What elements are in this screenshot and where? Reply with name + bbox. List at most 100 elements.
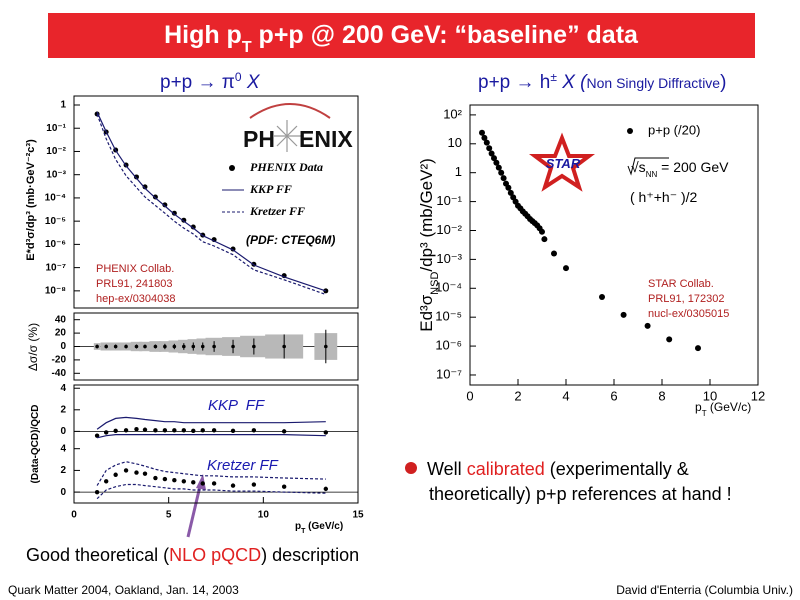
data-point [143,344,147,349]
data-point [488,150,495,157]
logo-star [529,132,595,192]
data-point [644,322,651,329]
logo-text: PH [243,126,275,152]
data-point [695,345,701,352]
curve [96,111,326,292]
data-point [191,344,196,349]
plot-frame [73,95,359,309]
y-tick-label: 2 [60,404,66,415]
bullet-text: Well calibrated (experimentally & [427,459,689,479]
data-point [191,428,196,434]
y-tick-label: 4 [60,443,66,454]
legend-symbol [627,128,633,134]
text-highlight: calibrated [467,459,545,479]
label-part: (GeV/c) [707,400,752,414]
curve [96,416,326,430]
heading-part: p+p → h [478,72,550,93]
chart-3: 0 2 4 0 5 10 15 [60,384,364,521]
bullet-text: theoretically) p+p references at hand ! [429,484,732,504]
data-point [620,311,627,318]
title-part: High p [164,21,242,49]
x-axis-label: pT (GeV/c) [295,521,343,535]
x-tick-label: 2 [514,388,521,403]
footer-right: David d'Enterria (Columbia Univ.) [616,583,793,597]
label-part: p [695,400,702,414]
data-point [541,236,548,243]
left-heading: p+p → π0 X [160,70,261,93]
data-point [479,129,485,136]
data-point [323,430,329,435]
data-point [153,344,158,349]
data-point [230,483,236,488]
data-point [134,427,139,432]
data-point [134,344,139,349]
star-logo: STAR [529,132,595,192]
y-tick-label: 10⁻⁵ [45,216,66,227]
legend-label: p+p (/20) [648,122,700,137]
x-tick-label: 10 [258,510,270,521]
heading-part: p+p → π [160,72,235,93]
chart-4: 10² 10 1 10⁻¹ 10⁻² 10⁻³ 10⁻⁴ 10⁻⁵ 10⁻⁶ 10⁻⁷ 0 2 4 6 8 1… [435,104,765,403]
reference: nucl-ex/0305015 [648,308,729,320]
heading-part: Non Singly Diffractive [587,75,721,91]
x-tick-label: 5 [166,510,172,521]
data-point [162,428,168,433]
arrow [186,481,203,538]
y-axis-label: Ed³σNSD/dp³ (mb/GeV²) [417,158,441,332]
title-bar [48,13,755,58]
y-tick-label: 10⁻⁴ [435,280,462,295]
data-point [163,344,167,349]
data-point [95,344,99,349]
x-tick-label: 0 [71,510,77,521]
data-point [230,428,236,434]
species-label: ( h⁺+h⁻ )/2 [630,189,698,205]
y-axis-label: Δσ/σ (%) [26,323,40,371]
data-point [94,433,100,438]
reference: PRL91, 172302 [648,293,724,305]
data-point [251,428,257,433]
y-tick-label: 10⁻² [436,222,462,237]
y-tick-label: 10⁻⁵ [435,309,462,324]
data-point [323,486,329,492]
data-point [211,428,217,433]
data-point [212,344,216,349]
y-tick-label: 0 [60,487,66,498]
text-part: (experimentally & [545,459,689,479]
data-point [563,265,569,272]
reference: STAR Collab. [648,278,714,290]
data-point [324,344,328,349]
logo-star [273,120,301,152]
panel-label: Kretzer FF [207,457,279,474]
y-tick-label: 10⁻⁴ [45,193,66,204]
data-point [181,479,187,484]
heading-part: X [242,72,261,93]
pdf-note: (PDF: CTEQ6M) [246,233,335,247]
label-part: /dp³ (mb/GeV²) [417,158,436,271]
data-point [483,139,490,146]
bullet-icon [405,462,417,474]
x-tick-label: 4 [562,388,569,403]
label-subscript: T [301,528,306,535]
y-axis-label: (Data-QCD)/QCD [30,405,41,484]
reference: hep-ex/0304038 [96,293,176,305]
label-part: (GeV/c) [305,521,343,532]
y-tick-label: 2 [60,465,66,476]
y-tick-label: 10 [448,135,462,150]
title-subscript: T [242,39,252,56]
y-tick-label: 10⁻¹ [46,123,66,134]
data-point [104,344,108,349]
data-point [103,430,109,435]
y-axis-label: E*d³σ/dp³ (mb·GeV⁻²c³) [25,139,37,261]
data-point [133,174,139,180]
y-tick-label: 4 [60,383,66,394]
label-part: p [295,521,301,532]
curve [96,461,326,486]
y-tick-label: 10⁻¹ [436,193,462,208]
data-point [182,344,186,349]
y-tick-label: -20 [52,355,67,366]
data-point [123,468,129,473]
data-point [113,344,118,349]
x-tick-label: 0 [466,388,473,403]
data-point [281,484,287,489]
label-subscript: NSD [429,272,441,295]
